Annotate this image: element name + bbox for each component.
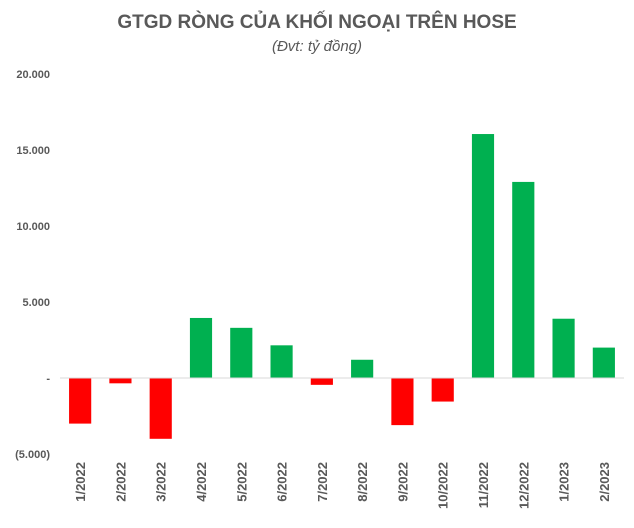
y-tick-label: 5.000 [22, 297, 50, 309]
bar-10-2022 [431, 378, 454, 402]
bar-1-2022 [69, 378, 92, 424]
chart-subtitle: (Đvt: tỷ đồng) [271, 38, 363, 55]
x-tick-label: 5/2022 [234, 462, 249, 502]
bar-9-2022 [391, 378, 414, 426]
bar-1-2023 [552, 318, 575, 378]
y-tick-label: (5.000) [15, 449, 50, 461]
bar-6-2022 [270, 345, 293, 378]
x-tick-label: 9/2022 [395, 462, 410, 502]
bar-5-2022 [230, 327, 253, 378]
x-tick-label: 6/2022 [275, 462, 290, 502]
x-tick-label: 7/2022 [315, 462, 330, 502]
x-tick-label: 2/2023 [597, 462, 612, 502]
bar-11-2022 [471, 134, 495, 378]
chart-title: GTGD RÒNG CỦA KHỐI NGOẠI TRÊN HOSE [117, 12, 517, 33]
x-tick-label: 12/2022 [516, 462, 531, 509]
x-tick-label: 1/2022 [73, 462, 88, 502]
x-tick-label: 10/2022 [436, 462, 451, 509]
y-tick-label: 10.000 [16, 221, 50, 233]
x-tick-label: 11/2022 [476, 462, 491, 508]
bar-4-2022 [189, 317, 213, 378]
y-tick-label: 15.000 [16, 145, 50, 157]
x-tick-label: 4/2022 [194, 462, 209, 502]
x-tick-label: 3/2022 [154, 462, 169, 502]
y-tick-label: 20.000 [16, 69, 50, 81]
bar-7-2022 [310, 378, 333, 385]
y-axis: 20.000 15.000 10.000 5.000 - (5.000) [15, 69, 50, 461]
bars [69, 134, 615, 439]
x-tick-label: 2/2022 [113, 462, 128, 502]
x-tick-labels: 1/2022 2/2022 3/2022 4/2022 5/2022 6/2022 7/20… [73, 462, 612, 509]
bar-8-2022 [351, 359, 374, 378]
bar-2-2023 [592, 347, 615, 378]
bar-3-2022 [149, 378, 172, 439]
x-tick-label: 1/2023 [557, 462, 572, 502]
y-tick-label: - [46, 373, 50, 385]
bar-2-2022 [109, 378, 132, 384]
x-tick-label: 8/2022 [355, 462, 370, 502]
bar-12-2022 [512, 181, 535, 378]
